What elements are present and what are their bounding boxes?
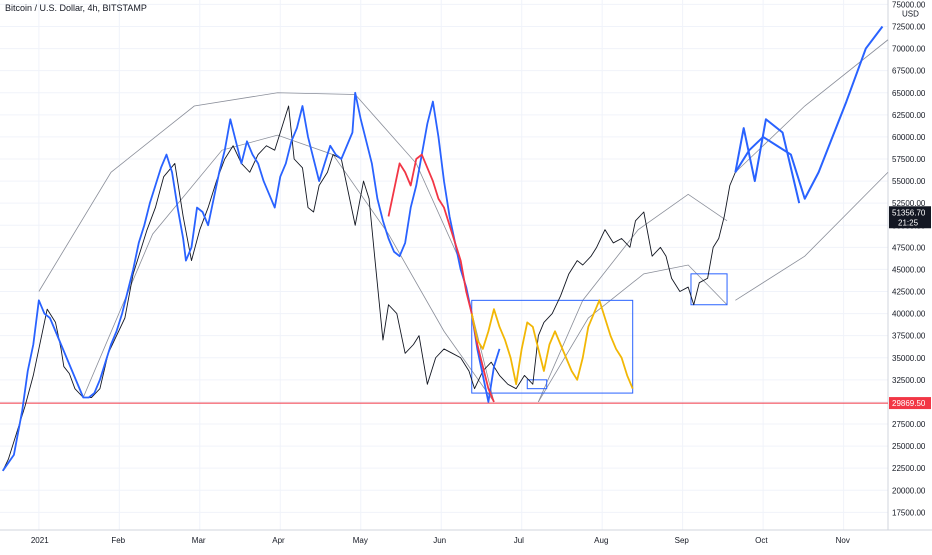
x-tick-label: 2021 xyxy=(31,536,49,545)
y-tick-label: 62500.00 xyxy=(892,111,926,120)
channel-curve xyxy=(38,92,495,403)
channel-curve xyxy=(537,193,728,403)
price-series-line xyxy=(2,105,736,472)
range-box xyxy=(526,379,548,390)
price-series-line xyxy=(2,91,501,472)
last-price-countdown: 21:25 xyxy=(898,218,919,227)
currency-label: USD xyxy=(902,9,919,18)
x-tick-label: Feb xyxy=(111,536,125,545)
y-tick-label: 17500.00 xyxy=(892,508,926,517)
y-tick-label: 35000.00 xyxy=(892,354,926,363)
x-tick-label: Oct xyxy=(755,536,768,545)
price-series-line xyxy=(470,299,634,390)
y-tick-label: 42500.00 xyxy=(892,288,926,297)
x-tick-label: Aug xyxy=(594,536,608,545)
chart-title: Bitcoin / U.S. Dollar, 4h, BITSTAMP xyxy=(5,3,147,13)
x-tick-label: Mar xyxy=(192,536,206,545)
y-tick-label: 60000.00 xyxy=(892,133,926,142)
y-tick-label: 37500.00 xyxy=(892,332,926,341)
y-tick-label: 32500.00 xyxy=(892,376,926,385)
y-tick-label: 72500.00 xyxy=(892,23,926,32)
projection-line xyxy=(734,25,884,200)
support-price-tag xyxy=(889,397,931,410)
y-tick-label: 45000.00 xyxy=(892,265,926,274)
x-tick-label: Nov xyxy=(836,536,850,545)
y-tick-label: 27500.00 xyxy=(892,420,926,429)
y-tick-label: 75000.00 xyxy=(892,0,926,9)
channel-curve xyxy=(735,171,889,301)
y-tick-label: 67500.00 xyxy=(892,67,926,76)
x-tick-label: Apr xyxy=(272,536,285,545)
range-box xyxy=(471,299,634,394)
y-tick-label: 65000.00 xyxy=(892,89,926,98)
y-tick-label: 55000.00 xyxy=(892,177,926,186)
projection-line xyxy=(734,118,801,204)
y-tick-label: 22500.00 xyxy=(892,464,926,473)
y-tick-label: 52500.00 xyxy=(892,199,926,208)
y-tick-label: 25000.00 xyxy=(892,442,926,451)
last-price-label: 51356.70 xyxy=(892,208,926,217)
channel-curve xyxy=(735,39,889,173)
last-price-tag xyxy=(889,206,931,229)
y-tick-label: 70000.00 xyxy=(892,45,926,54)
x-tick-label: Jul xyxy=(514,536,524,545)
channel-curve xyxy=(82,134,495,403)
y-tick-label: 47500.00 xyxy=(892,243,926,252)
support-price-label: 29869.50 xyxy=(892,399,926,408)
y-tick-label: 40000.00 xyxy=(892,310,926,319)
x-tick-label: Sep xyxy=(675,536,690,545)
y-tick-label: 57500.00 xyxy=(892,155,926,164)
y-tick-label: 20000.00 xyxy=(892,486,926,495)
x-tick-label: Jun xyxy=(433,536,446,545)
channel-curve xyxy=(538,264,728,403)
x-tick-label: May xyxy=(353,536,368,545)
range-box xyxy=(690,273,728,306)
